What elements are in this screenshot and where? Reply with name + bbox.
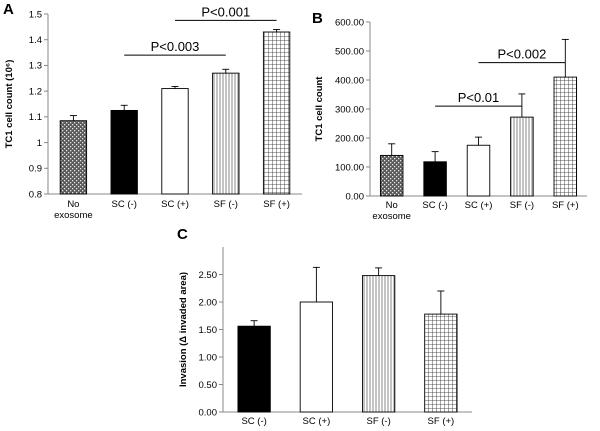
category-label: SF (-) <box>214 199 238 210</box>
panel-a-letter: A <box>3 1 14 18</box>
category-label: SF (-) <box>510 200 534 211</box>
y-tick-label: 600.00 <box>335 17 364 28</box>
bar <box>110 109 138 195</box>
category-label: exosome <box>54 210 93 221</box>
bar <box>423 161 447 197</box>
panel-c-plot: 0.00 0.50 1.00 1.50 2.00 2.50 Invasion (Δ inva… <box>178 247 472 427</box>
bar <box>553 76 578 197</box>
significance-label: P<0.002 <box>498 47 547 62</box>
significance-label: P<0.003 <box>151 39 200 54</box>
bar <box>161 88 189 195</box>
category-label: No <box>386 200 398 211</box>
significance-label: P<0.01 <box>458 90 500 105</box>
y-tick-label: 1.00 <box>199 352 218 363</box>
y-axis-title: TC1 cell count <box>314 76 325 142</box>
y-tick-label: 1.50 <box>199 325 218 336</box>
bar <box>361 275 396 413</box>
y-tick-label: 200.00 <box>335 133 364 144</box>
bar <box>379 154 404 197</box>
panel-a-plot: 0.8 0.9 1 1.1 1.2 1.3 1.4 1.5 TC1 cell count (10… <box>4 4 302 221</box>
y-tick-label: 1.5 <box>29 9 42 20</box>
panel-b: B 0.00 100.00 200.00 300.00 400.00 500.00 600.… <box>312 10 587 222</box>
bar <box>510 116 534 197</box>
panel-b-plot: 0.00 100.00 200.00 300.00 400.00 500.00 600.00… <box>314 17 587 222</box>
category-label: SC (+) <box>161 199 189 210</box>
y-tick-label: 1.1 <box>29 112 42 123</box>
panel-c: C 0.00 0.50 1.00 1.50 2.00 2.50 Invasion (Δ in… <box>177 226 472 427</box>
panel-a: A 0.8 0.9 1 1.1 1.2 1.3 1.4 1.5 TC1 cell count (… <box>3 1 302 221</box>
panel-c-letter: C <box>177 226 188 243</box>
y-tick-label: 1.2 <box>29 86 42 97</box>
category-label: SC (+) <box>303 416 331 427</box>
category-label: No <box>67 199 79 210</box>
y-tick-label: 2.50 <box>199 270 218 281</box>
y-tick-label: 0.9 <box>29 164 42 175</box>
y-tick-label: 1.3 <box>29 61 42 72</box>
y-tick-label: 1 <box>37 138 42 149</box>
y-tick-label: 0.50 <box>199 380 218 391</box>
panel-b-letter: B <box>312 10 323 27</box>
bar <box>59 120 88 195</box>
y-axis-title: Invasion (Δ invaded area) <box>178 272 189 387</box>
y-tick-label: 2.00 <box>199 297 218 308</box>
y-tick-label: 0.8 <box>29 189 42 200</box>
bar <box>212 72 240 195</box>
bar <box>424 313 458 413</box>
category-label: SC (-) <box>422 200 447 211</box>
bar <box>262 31 291 195</box>
category-label: SC (+) <box>465 200 493 211</box>
significance-label: P<0.001 <box>201 4 250 19</box>
bar <box>299 301 334 413</box>
bar <box>237 325 271 413</box>
category-label: SF (-) <box>366 416 390 427</box>
y-tick-label: 100.00 <box>335 162 364 173</box>
category-label: SF (+) <box>428 416 455 427</box>
y-tick-label: 300.00 <box>335 104 364 115</box>
category-label: SF (+) <box>552 200 579 211</box>
category-label: exosome <box>372 211 411 222</box>
y-tick-label: 400.00 <box>335 75 364 86</box>
category-label: SC (-) <box>112 199 137 210</box>
y-tick-label: 500.00 <box>335 46 364 57</box>
category-label: SC (-) <box>241 416 266 427</box>
y-tick-label: 0.00 <box>199 407 218 418</box>
y-tick-label: 1.4 <box>29 35 42 46</box>
y-tick-label: 0.00 <box>346 191 365 202</box>
category-label: SF (+) <box>263 199 290 210</box>
bar <box>466 144 491 197</box>
y-axis-title: TC1 cell count (10⁶) <box>4 60 15 149</box>
